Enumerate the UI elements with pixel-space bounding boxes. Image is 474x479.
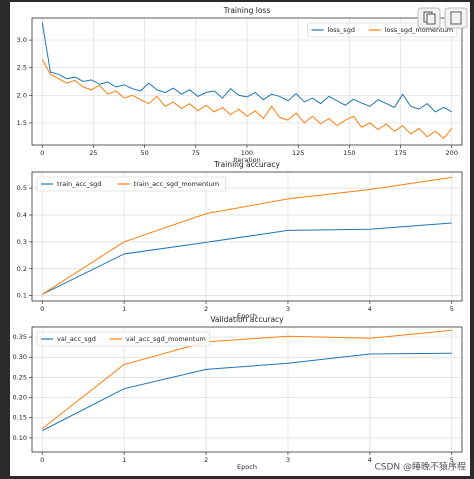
- y-tick-label: 0.15: [13, 414, 27, 422]
- y-tick-label: 1.5: [17, 119, 27, 127]
- series-line: [41, 22, 452, 113]
- series-line: [41, 329, 452, 430]
- x-tick-label: 3: [286, 305, 290, 313]
- series-line: [42, 222, 452, 295]
- x-tick-label: 3: [286, 456, 290, 464]
- y-tick-label: 2.5: [17, 64, 27, 72]
- y-tick-label: 0.35: [13, 333, 27, 341]
- x-tick-label: 4: [368, 305, 372, 313]
- x-tick-label: 1: [122, 305, 126, 313]
- x-tick-label: 150: [343, 149, 355, 157]
- toolbar-icons[interactable]: [417, 7, 468, 29]
- x-axis-label: Epoch: [237, 312, 257, 320]
- x-tick-label: 2: [204, 456, 208, 464]
- copy-icon: [426, 13, 436, 25]
- figure-background: [10, 2, 470, 476]
- x-axis-label: Epoch: [237, 463, 257, 471]
- legend-box: [36, 331, 211, 347]
- legend-label: loss_sgd: [328, 26, 355, 34]
- legend-label: val_acc_sgd: [57, 335, 96, 343]
- y-tick-label: 0.2: [17, 265, 27, 273]
- x-tick-label: 50: [140, 149, 148, 157]
- legend-label: val_acc_sgd_momentum: [126, 335, 206, 343]
- series-line: [41, 59, 453, 140]
- chart-title: Training accuracy: [213, 160, 280, 169]
- x-tick-label: 5: [450, 305, 454, 313]
- series-line: [41, 176, 452, 295]
- x-tick-label: 4: [368, 456, 372, 464]
- y-tick-label: 3.0: [17, 36, 27, 44]
- y-tick-label: 0.10: [13, 434, 27, 442]
- x-tick-label: 100: [241, 149, 253, 157]
- chart-title: Validation accuracy: [210, 315, 284, 324]
- y-tick-label: 0.20: [13, 394, 27, 402]
- legend-label: train_acc_sgd: [57, 180, 101, 188]
- paste-icon: [450, 11, 462, 25]
- plot-frame: [31, 17, 463, 146]
- x-tick-label: 0: [40, 456, 44, 464]
- x-tick-label: 75: [192, 149, 200, 157]
- x-tick-label: 0: [40, 149, 44, 157]
- plot-frame: [31, 171, 463, 302]
- y-tick-label: 0.3: [17, 238, 27, 246]
- x-tick-label: 175: [394, 149, 406, 157]
- y-tick-label: 2.0: [17, 91, 27, 99]
- x-axis-label: Iteration: [233, 156, 261, 164]
- y-tick-label: 0.5: [17, 184, 27, 192]
- plot-frame: [31, 326, 463, 453]
- y-tick-label: 0.30: [13, 353, 27, 361]
- paste-button[interactable]: [444, 7, 468, 29]
- x-tick-label: 2: [204, 305, 208, 313]
- y-tick-label: 0.25: [13, 373, 27, 381]
- x-tick-label: 5: [450, 456, 454, 464]
- x-tick-label: 125: [292, 149, 304, 157]
- chart-title: Training loss: [223, 6, 271, 15]
- y-tick-label: 0.4: [17, 211, 27, 219]
- x-tick-label: 1: [122, 456, 126, 464]
- x-tick-label: 25: [89, 149, 97, 157]
- legend-label: loss_sgd_momentum: [385, 26, 453, 34]
- watermark: CSDN @睡晚不猿序程: [374, 461, 466, 473]
- series-line: [42, 352, 452, 432]
- legend-label: train_acc_sgd_momentum: [134, 180, 219, 188]
- x-tick-label: 0: [40, 305, 44, 313]
- x-tick-label: 200: [446, 149, 458, 157]
- legend-box: [36, 176, 226, 192]
- y-tick-label: 0.1: [17, 292, 27, 300]
